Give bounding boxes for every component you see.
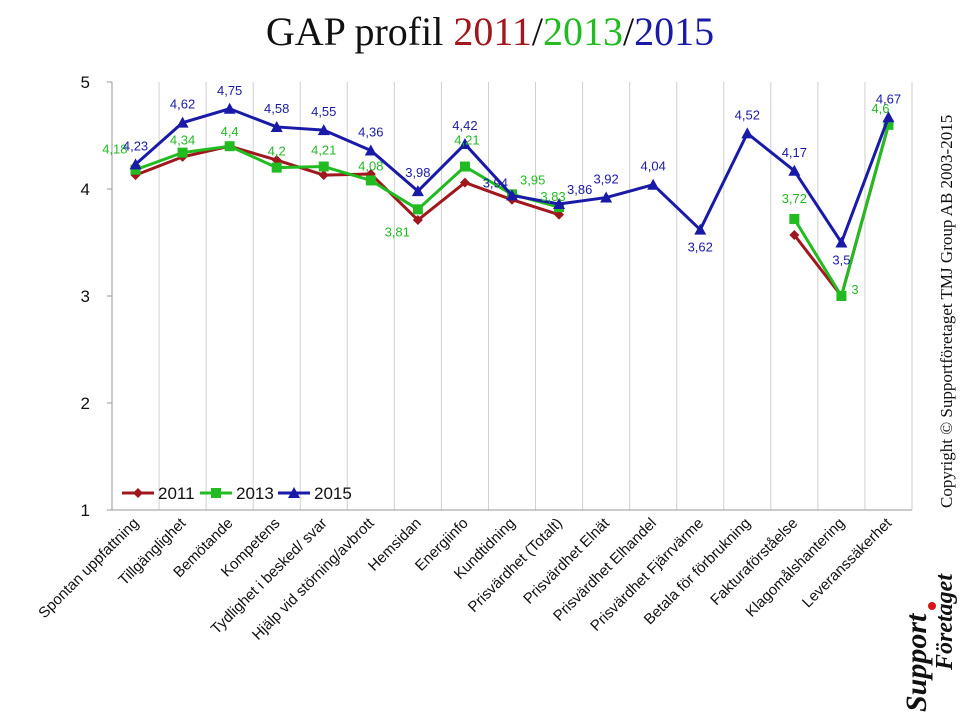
series-2013-line <box>135 144 560 211</box>
title-year-2015: 2015 <box>634 9 715 54</box>
data-label-2015: 4,36 <box>358 124 383 139</box>
logo-word-2: Företaget <box>932 573 958 671</box>
data-label-2013: 4,6 <box>871 101 889 116</box>
title-year-2011: 2011 <box>453 9 532 54</box>
series-2015-marker <box>694 223 707 235</box>
logo-dot <box>928 602 936 610</box>
series-2013-marker <box>412 204 423 215</box>
data-label-2015: 3,94 <box>483 175 508 190</box>
y-tick-label: 5 <box>81 73 90 92</box>
series-2013-marker <box>365 175 376 186</box>
series-2015-marker <box>458 138 471 150</box>
legend-label-2015: 2015 <box>314 484 352 503</box>
series-2011-marker <box>789 230 800 241</box>
supportforetaget-logo: Support Företaget <box>900 573 958 712</box>
logo-word-1: Support <box>900 612 933 712</box>
y-tick-label: 4 <box>81 180 90 199</box>
series-2013-marker <box>177 147 188 158</box>
data-label-2015: 3,98 <box>405 165 430 180</box>
series-2013-marker <box>883 119 894 130</box>
y-tick-label: 3 <box>81 287 90 306</box>
series-2015-marker <box>741 127 754 139</box>
y-tick-label: 2 <box>81 394 90 413</box>
series-2011-marker <box>459 177 470 188</box>
series-2013-marker <box>130 164 141 175</box>
series-2015-marker <box>270 120 283 132</box>
series-2015-marker <box>553 197 566 209</box>
series-2011-line <box>793 124 890 298</box>
data-label-2015: 4,17 <box>782 145 807 160</box>
data-label-2015: 3,5 <box>832 253 850 268</box>
series-2015-marker <box>788 164 801 176</box>
title-year-2013: 2013 <box>542 9 623 54</box>
series-2015-marker <box>288 487 300 498</box>
data-label-2013: 3,95 <box>520 172 545 187</box>
series-2013-marker <box>271 162 282 173</box>
series-2011-marker <box>412 215 423 226</box>
data-label-2015: 4,58 <box>264 101 289 116</box>
y-tick-label: 1 <box>81 501 90 520</box>
data-label-2013: 4,21 <box>454 133 479 148</box>
data-label-2015: 4,42 <box>452 118 477 133</box>
data-label-2013: 3,81 <box>385 224 410 239</box>
series-2015-marker <box>364 144 377 156</box>
series-2015-line <box>134 107 890 244</box>
data-label-2013: 4,08 <box>358 158 383 173</box>
data-label-2013: 4,4 <box>221 124 239 139</box>
data-label-2013: 4,18 <box>102 142 127 157</box>
data-label-2013: 3 <box>851 282 858 297</box>
series-2013-marker <box>211 488 221 498</box>
series-2015-marker <box>176 116 189 128</box>
data-label-2013: 4,2 <box>268 144 286 159</box>
series-2013-line <box>793 124 890 298</box>
legend-label-2011: 2011 <box>158 484 195 503</box>
series-2015-marker <box>411 185 424 197</box>
title-sep-2: / <box>622 9 635 54</box>
x-tick-label: Leveranssäkerhet <box>799 514 896 611</box>
series-2015-marker <box>317 124 330 136</box>
title-prefix: GAP profil <box>265 9 454 54</box>
data-label-2013: 4,21 <box>311 143 336 158</box>
series-2013-marker <box>789 213 800 224</box>
series-2015-marker <box>835 236 848 248</box>
series-2015-marker <box>647 178 660 190</box>
data-label-2015: 4,52 <box>735 107 760 122</box>
series-2013-marker <box>224 141 235 152</box>
data-label-2015: 4,75 <box>217 83 242 98</box>
series-2013-marker <box>318 161 329 172</box>
data-label-2015: 3,92 <box>593 172 618 187</box>
x-tick-label: Prisvärdhet Elnät <box>520 514 613 607</box>
x-tick-label: Fakturaförståelse <box>707 515 801 609</box>
legend-label-2013: 2013 <box>236 484 274 503</box>
data-label-2015: 4,62 <box>170 97 195 112</box>
series-2013-marker <box>836 291 847 301</box>
copyright-text: Copyright © Supportföretaget TMJ Group A… <box>937 114 956 508</box>
series-2015-marker <box>882 111 895 123</box>
series-2015-marker <box>600 191 613 203</box>
series-2011-marker <box>133 488 143 498</box>
series-2015-marker <box>129 158 142 170</box>
series-2011-marker <box>318 170 329 181</box>
data-label-2015: 3,62 <box>688 240 713 255</box>
series-2015-marker <box>223 102 236 114</box>
data-label-2015: 4,23 <box>123 138 148 153</box>
data-label-2013: 4,34 <box>170 133 195 148</box>
chart-title: GAP profil 2011/2013/2015 <box>230 8 750 55</box>
data-label-2015: 4,55 <box>311 104 336 119</box>
data-label-2013: 3,72 <box>782 191 807 206</box>
data-label-2015: 3,86 <box>567 182 592 197</box>
series-2015-marker <box>506 189 518 201</box>
data-label-2015: 4,67 <box>876 91 901 106</box>
title-sep-1: / <box>531 9 543 54</box>
data-label-2013: 3,83 <box>540 189 565 204</box>
series-2013-marker <box>459 161 470 172</box>
data-label-2015: 4,04 <box>641 159 666 174</box>
